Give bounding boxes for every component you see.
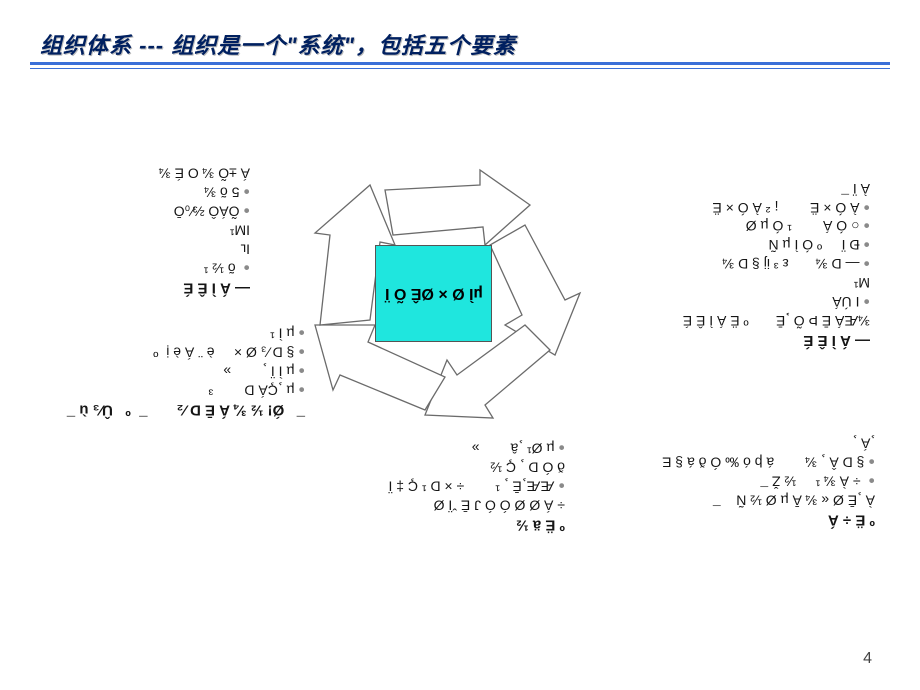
block-upper-left: — Á Ì Ê É ● õ ½ ¹ Iʟ IM¹ ● ÕÁÔ ⅔∕₀Ō ● 5 … <box>60 145 250 316</box>
diagram: µÌ Ø × ØÊ Õ Ï — Á Ì Ê É ● õ ½ ¹ Iʟ IM¹ ●… <box>0 0 920 690</box>
block-upper-right: — Á Ì Ê É ¾ÆÁ Ē Þ Õ ¸Ē º Ë Á Ì Ê É ● I Ú… <box>610 160 870 369</box>
block-lower-center: º Ë ä ½ ÷ Á Ø Ø Ó Ó J Ē ˇÏ Ø ● ÆÆ¸Ē ¸ ¹ … <box>265 420 565 554</box>
block-mid-left: ¯ Ǿǃ ½ ¾ Á Ē D ⁄₂ ¯ º Û⁄₃ ù ¯ ● µ ¸ÇÁ D … <box>55 305 305 439</box>
block-lower-right: º Ë ÷ Á À ¸Ē Ø « ¾ Ā µ Ø ½ Ñ ¯ ● ÷ À ¾ ¹… <box>595 415 875 549</box>
center-box: µÌ Ø × ØÊ Õ Ï <box>375 245 492 342</box>
center-label: µÌ Ø × ØÊ Õ Ï <box>385 284 483 303</box>
